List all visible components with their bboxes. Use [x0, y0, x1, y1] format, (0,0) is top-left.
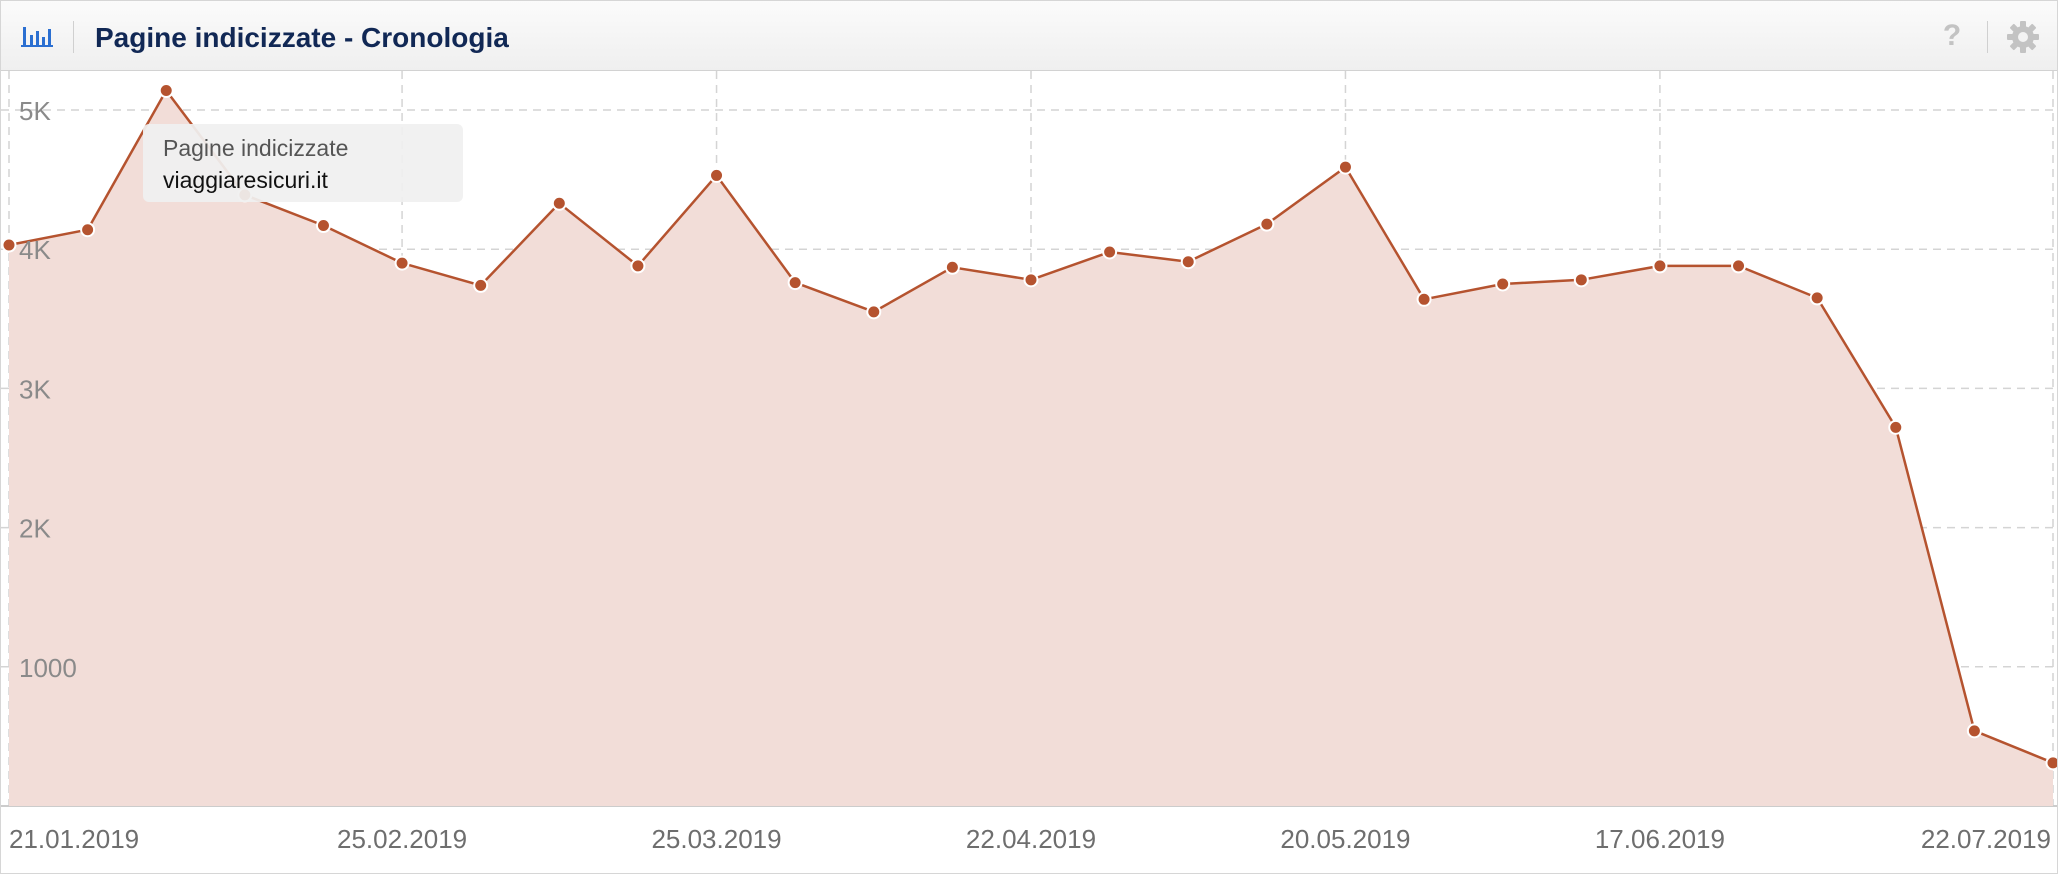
x-tick-label: 21.01.2019 — [9, 824, 139, 854]
header-divider — [73, 21, 74, 53]
x-tick-label: 22.07.2019 — [1921, 824, 2051, 854]
tooltip-series-name: Pagine indicizzate — [163, 135, 349, 161]
data-point[interactable] — [866, 304, 882, 320]
data-point[interactable] — [315, 218, 331, 234]
chart-tooltip: Pagine indicizzate viaggiaresicuri.it — [143, 124, 463, 202]
data-point[interactable] — [551, 195, 567, 211]
page-title: Pagine indicizzate - Cronologia — [95, 22, 509, 53]
data-point[interactable] — [1180, 254, 1196, 270]
x-tick-label: 22.04.2019 — [966, 824, 1096, 854]
y-axis: 1000 2K 3K 4K 5K — [19, 96, 77, 683]
data-point[interactable] — [473, 277, 489, 293]
data-point[interactable] — [1416, 291, 1432, 307]
data-point[interactable] — [1023, 272, 1039, 288]
x-tick-label: 17.06.2019 — [1595, 824, 1725, 854]
gear-icon[interactable] — [2005, 19, 2041, 55]
data-point[interactable] — [1888, 419, 1904, 435]
indexed-pages-chart: 1000 2K 3K 4K 5K 21.01.2019 25.02.2019 25.03.2… — [1, 71, 2058, 854]
data-point[interactable] — [158, 83, 174, 99]
data-point[interactable] — [630, 258, 646, 274]
x-tick-label: 25.03.2019 — [651, 824, 781, 854]
help-icon[interactable]: ? — [1942, 19, 1962, 52]
data-point[interactable] — [1, 237, 17, 253]
panel-header: Pagine indicizzate - Cronologia ? — [1, 1, 2057, 71]
tooltip-site: viaggiaresicuri.it — [163, 167, 328, 193]
data-point[interactable] — [1809, 290, 1825, 306]
x-tick-label: 25.02.2019 — [337, 824, 467, 854]
data-point[interactable] — [1102, 244, 1118, 260]
y-tick-label: 1000 — [19, 653, 77, 683]
data-point[interactable] — [1731, 258, 1747, 274]
data-point[interactable] — [1652, 258, 1668, 274]
data-point[interactable] — [787, 275, 803, 291]
data-point[interactable] — [394, 255, 410, 271]
data-point[interactable] — [80, 222, 96, 238]
data-point[interactable] — [1337, 159, 1353, 175]
y-tick-label: 3K — [19, 374, 51, 404]
series-area — [9, 90, 2053, 806]
data-point[interactable] — [1495, 276, 1511, 292]
data-point[interactable] — [2045, 755, 2058, 771]
data-point[interactable] — [1966, 723, 1982, 739]
data-point[interactable] — [1259, 216, 1275, 232]
y-tick-label: 2K — [19, 514, 51, 544]
points-layer — [1, 83, 2058, 771]
y-tick-label: 4K — [19, 235, 51, 265]
x-axis: 21.01.2019 25.02.2019 25.03.2019 22.04.2019… — [9, 824, 2051, 854]
bar-chart-icon — [21, 27, 53, 47]
data-point[interactable] — [709, 167, 725, 183]
data-point[interactable] — [1573, 272, 1589, 288]
y-tick-label: 5K — [19, 96, 51, 126]
data-point[interactable] — [944, 259, 960, 275]
x-tick-label: 20.05.2019 — [1280, 824, 1410, 854]
header-divider-right — [1987, 21, 1988, 53]
